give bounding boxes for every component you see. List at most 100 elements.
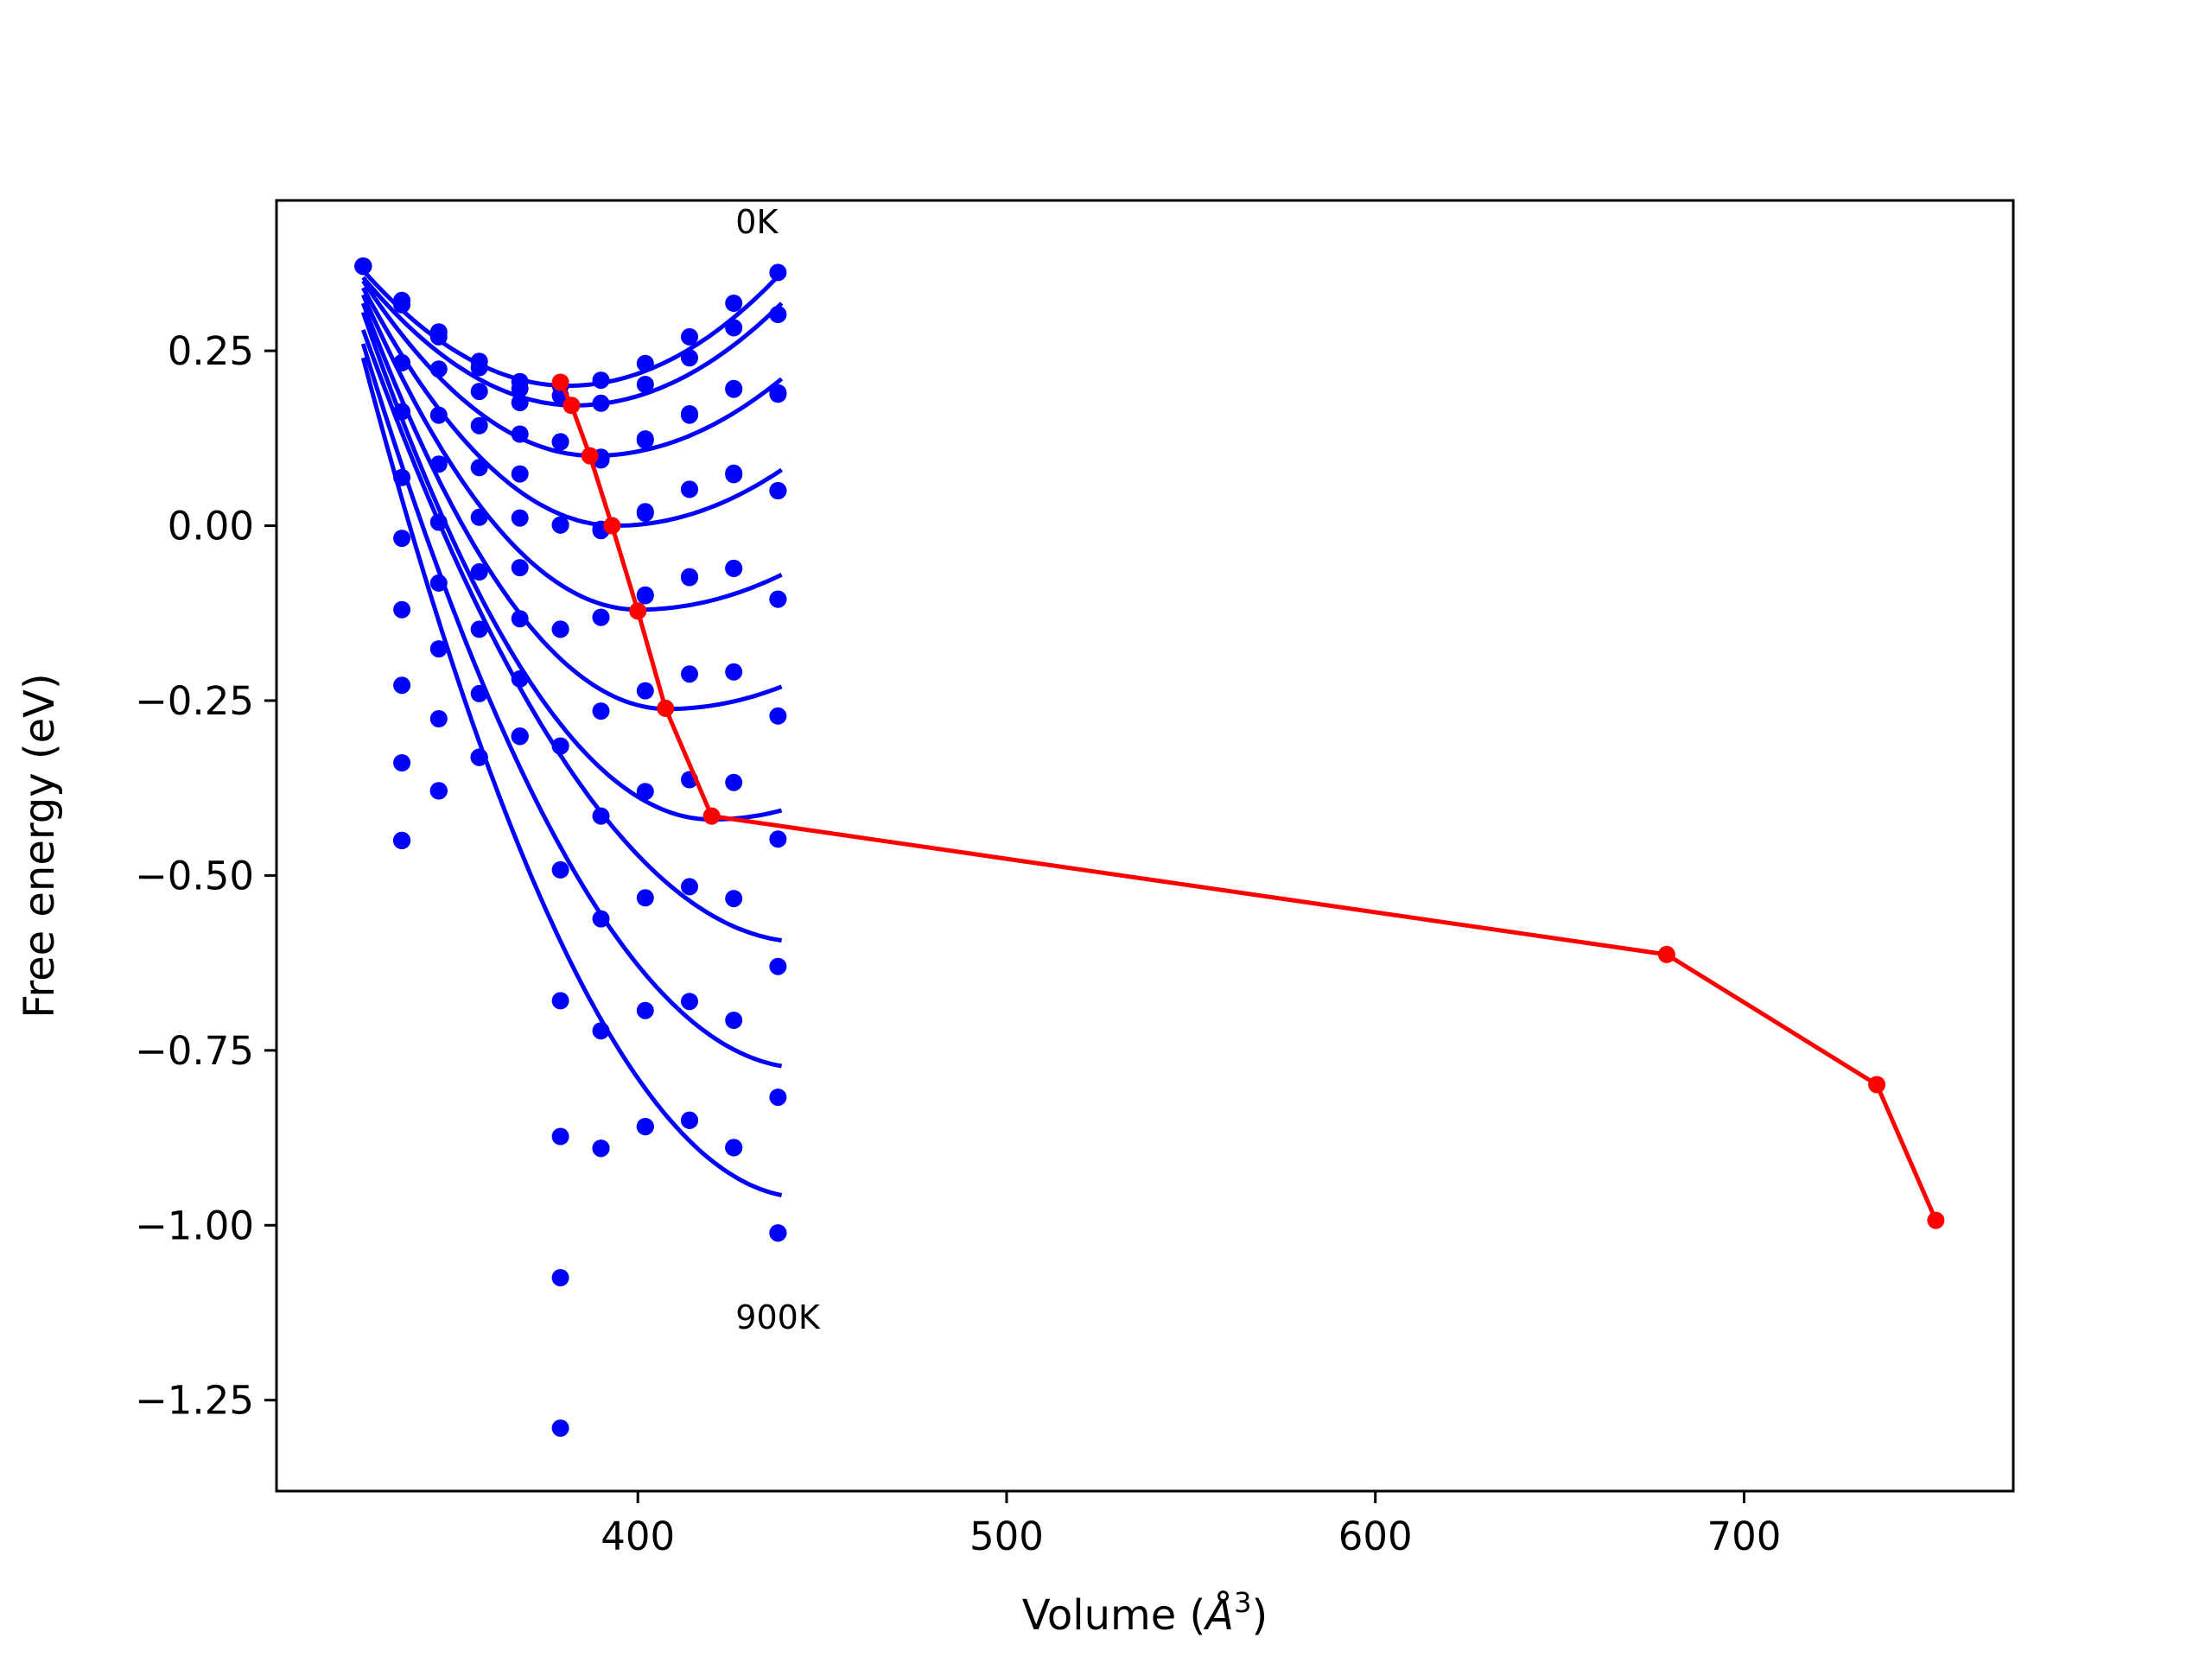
fit-curve-8 bbox=[360, 343, 783, 1069]
data-point-14-10 bbox=[769, 1224, 787, 1242]
minimum-path-line bbox=[558, 381, 1938, 1222]
data-point-0-10 bbox=[769, 263, 787, 282]
data-point-4-3 bbox=[470, 459, 488, 477]
minimum-path-point-1 bbox=[563, 397, 581, 415]
data-point-5-2 bbox=[429, 513, 448, 531]
data-point-7-10 bbox=[769, 590, 787, 608]
y-tick-label-6: −1.25 bbox=[135, 1378, 254, 1424]
data-point-11-9 bbox=[725, 1012, 743, 1029]
data-point-6-1 bbox=[393, 600, 411, 619]
data-point-9-6 bbox=[592, 807, 610, 825]
data-point-10-9 bbox=[725, 890, 743, 908]
minimum-path-point-7 bbox=[1657, 945, 1675, 963]
data-point-3-3 bbox=[470, 416, 488, 435]
minimum-path-point-6 bbox=[702, 807, 721, 825]
data-point-11-10 bbox=[769, 1089, 787, 1107]
x-axis-title-exponent: 3 bbox=[1234, 1586, 1251, 1619]
data-point-14-6 bbox=[592, 1139, 610, 1158]
data-point-5-4 bbox=[511, 509, 529, 527]
data-point-10-8 bbox=[681, 878, 698, 896]
data-point-4-1 bbox=[393, 468, 411, 486]
minimum-path-point-8 bbox=[1868, 1076, 1886, 1094]
data-point-10-5 bbox=[551, 860, 569, 879]
data-point-3-1 bbox=[393, 403, 411, 421]
data-point-6-3 bbox=[470, 563, 488, 581]
y-tick-label-4: −0.75 bbox=[135, 1028, 254, 1074]
x-axis-title-prefix: Volume ( bbox=[1022, 1591, 1206, 1640]
data-point-9-5 bbox=[551, 737, 569, 755]
data-point-2-3 bbox=[470, 383, 488, 401]
data-point-7-7 bbox=[636, 587, 654, 605]
fit-curve-4 bbox=[361, 294, 783, 613]
data-point-7-8 bbox=[681, 568, 698, 587]
x-axis-title-suffix: ) bbox=[1251, 1591, 1268, 1640]
plot-frame bbox=[275, 199, 2015, 1493]
data-point-14-4 bbox=[511, 727, 529, 746]
data-point-5-5 bbox=[551, 516, 569, 534]
data-point-10-7 bbox=[636, 889, 654, 907]
data-point-7-4 bbox=[511, 610, 529, 628]
minimum-path-point-0 bbox=[551, 373, 569, 391]
data-point-3-9 bbox=[725, 379, 743, 397]
data-point-1-10 bbox=[769, 306, 787, 323]
y-tick-label-0: 0.25 bbox=[168, 328, 254, 374]
y-tick-label-3: −0.50 bbox=[135, 853, 254, 898]
annotation-1: 900K bbox=[735, 1298, 821, 1336]
fit-curve-3 bbox=[361, 287, 783, 528]
data-point-5-10 bbox=[769, 482, 787, 499]
y-tick-label-2: −0.25 bbox=[135, 678, 254, 724]
data-point-1-2 bbox=[429, 327, 448, 346]
data-point-14-0 bbox=[354, 257, 372, 276]
data-point-3-2 bbox=[429, 406, 448, 424]
annotations: 0K 900K bbox=[735, 203, 821, 1336]
data-point-14-3 bbox=[470, 748, 488, 766]
data-point-2-4 bbox=[511, 394, 529, 411]
data-point-1-3 bbox=[470, 359, 488, 377]
data-point-2-1 bbox=[393, 353, 411, 371]
fit-curve-0 bbox=[361, 269, 784, 389]
x-axis-title-symbol: Å bbox=[1203, 1590, 1234, 1640]
data-point-7-2 bbox=[429, 640, 448, 658]
data-point-6-2 bbox=[429, 574, 448, 592]
data-point-1-6 bbox=[592, 394, 610, 412]
data-point-7-5 bbox=[551, 620, 569, 638]
data-point-5-8 bbox=[681, 480, 698, 498]
data-point-6-4 bbox=[511, 559, 529, 577]
data-point-11-7 bbox=[636, 1001, 654, 1019]
data-point-0-6 bbox=[592, 371, 610, 390]
data-point-3-5 bbox=[551, 433, 569, 451]
minimum-path-point-5 bbox=[657, 699, 675, 717]
data-point-4-2 bbox=[429, 455, 448, 473]
data-point-8-7 bbox=[636, 682, 654, 700]
data-point-7-3 bbox=[470, 620, 488, 638]
x-tick-label-2: 600 bbox=[1338, 1514, 1413, 1559]
data-point-9-7 bbox=[636, 783, 654, 801]
x-tick-label-0: 400 bbox=[601, 1514, 675, 1559]
data-point-10-6 bbox=[592, 910, 610, 928]
data-point-8-10 bbox=[769, 707, 787, 725]
data-point-3-7 bbox=[636, 431, 654, 449]
plot-area bbox=[354, 257, 1945, 1438]
x-axis-title: Volume (Å3) bbox=[1022, 1586, 1268, 1640]
data-point-11-5 bbox=[551, 992, 569, 1010]
fit-curve-9 bbox=[360, 357, 783, 1197]
minimum-path-point-3 bbox=[603, 517, 621, 535]
data-point-0-8 bbox=[681, 327, 698, 346]
x-tick-label-1: 500 bbox=[969, 1514, 1044, 1559]
data-point-1-1 bbox=[393, 295, 411, 314]
data-point-1-4 bbox=[511, 379, 529, 397]
data-point-14-9 bbox=[725, 1139, 743, 1157]
data-point-5-1 bbox=[393, 530, 411, 548]
data-point-5-7 bbox=[636, 505, 654, 522]
data-point-8-3 bbox=[470, 684, 488, 702]
fit-curve-2 bbox=[361, 279, 784, 459]
data-point-7-1 bbox=[393, 676, 411, 695]
minimum-path-point-4 bbox=[629, 602, 647, 620]
data-point-10-10 bbox=[769, 957, 787, 975]
data-point-1-9 bbox=[725, 319, 743, 337]
data-point-1-8 bbox=[681, 349, 698, 367]
data-point-1-7 bbox=[636, 376, 654, 393]
data-point-8-6 bbox=[592, 702, 610, 720]
